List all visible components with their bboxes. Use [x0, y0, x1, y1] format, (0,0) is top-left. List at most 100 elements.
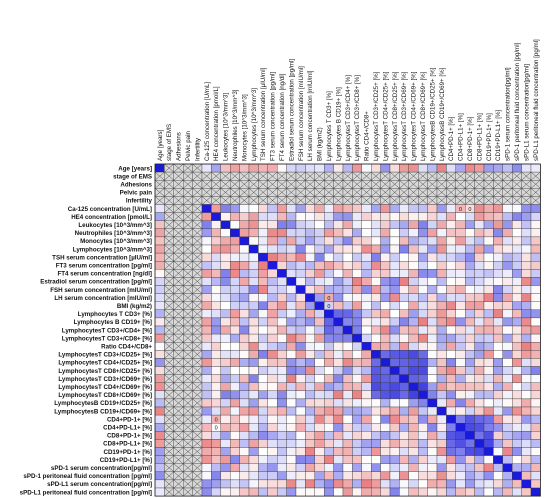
heatmap-cell: [371, 398, 381, 408]
not-computed-cross: [192, 487, 203, 497]
not-computed-cross: [192, 309, 203, 319]
heatmap-cell: [201, 390, 212, 400]
heatmap-cell: [427, 358, 438, 367]
heatmap-cell: [277, 277, 287, 286]
heatmap-cell: [427, 252, 438, 262]
heatmap-cell: [258, 479, 268, 489]
heatmap-cell: [530, 236, 541, 246]
heatmap-cell: [408, 342, 419, 351]
heatmap-cell: [418, 269, 428, 278]
heatmap-cell: [483, 277, 494, 286]
not-computed-cross: [183, 309, 193, 319]
heatmap-cell: [220, 317, 231, 327]
heatmap-cell: [474, 163, 485, 173]
heatmap-cell: [333, 293, 344, 302]
heatmap-cell: [380, 479, 391, 489]
heatmap-cell: [446, 220, 456, 229]
heatmap-cell: [512, 439, 522, 448]
not-computed-cross: [173, 414, 184, 424]
heatmap-cell: [530, 163, 541, 173]
not-computed-cross: [164, 309, 174, 319]
row-label-cd4-pd-1: CD4+PD-1+ [%]: [107, 416, 152, 423]
heatmap-cell: [530, 374, 541, 383]
heatmap-cell: [352, 236, 362, 246]
heatmap-cell: [493, 325, 503, 335]
heatmap-cell: [408, 163, 419, 173]
not-computed-cross: [380, 196, 391, 205]
cell-value-label: 0: [327, 304, 330, 310]
heatmap-cell: [380, 350, 391, 359]
heatmap-cell: [342, 204, 353, 213]
not-computed-cross: [483, 171, 494, 181]
not-computed-cross: [192, 163, 203, 173]
heatmap-cell: [342, 325, 353, 335]
column-label-spd-1-peritoneal-fluid-concentration-pg-ml: sPD-1 peritoneal fluid concentration [pg…: [514, 42, 521, 161]
not-computed-cross: [258, 196, 268, 205]
heatmap-cell: [474, 423, 485, 432]
not-computed-cross: [164, 204, 174, 213]
heatmap-cell: [493, 220, 503, 229]
heatmap-cell: [239, 285, 250, 294]
heatmap-cell: [277, 333, 287, 343]
heatmap-cell: [324, 366, 334, 375]
heatmap-cell: [483, 261, 494, 270]
not-computed-cross: [211, 180, 221, 189]
heatmap-cell: [277, 423, 287, 432]
heatmap-cell: [502, 358, 513, 367]
heatmap-cell: [408, 244, 419, 254]
heatmap-cell: [211, 244, 221, 254]
heatmap-cell: [521, 479, 532, 489]
column-label-cd19-pd-l1: CD19+PD-L1+ [%]: [495, 109, 502, 161]
heatmap-cell: [389, 325, 400, 335]
not-computed-cross: [286, 188, 297, 197]
heatmap-cell: [286, 487, 297, 497]
heatmap-cell: [333, 366, 344, 375]
heatmap-cell: [211, 228, 221, 238]
column-label-bmi-kg-m2: BMI (kg/m2): [317, 127, 324, 161]
not-computed-cross: [248, 188, 259, 197]
not-computed-cross: [399, 188, 409, 197]
heatmap-border: [154, 163, 541, 497]
heatmap-cell: [211, 358, 221, 367]
not-computed-cross: [361, 188, 372, 197]
not-computed-cross: [183, 447, 193, 456]
not-computed-cross: [502, 188, 513, 197]
heatmap-cell: [342, 366, 353, 375]
row-label-cd19-pd-1: CD19+PD-1+ [%]: [104, 449, 153, 456]
heatmap-cell: [286, 220, 297, 229]
not-computed-cross: [192, 374, 203, 383]
heatmap-cell: [521, 431, 532, 440]
not-computed-cross: [389, 180, 400, 189]
heatmap-cell: [408, 390, 419, 400]
not-computed-cross: [220, 180, 231, 189]
heatmap-cell: [493, 374, 503, 383]
not-computed-cross: [173, 277, 184, 286]
heatmap-cell: [380, 333, 391, 343]
heatmap-cell: [474, 350, 485, 359]
heatmap-cell: [418, 301, 428, 310]
heatmap-cell: [483, 204, 494, 213]
heatmap-cell: [371, 447, 381, 456]
not-computed-cross: [164, 342, 174, 351]
not-computed-cross: [455, 180, 466, 189]
not-computed-cross: [183, 188, 193, 197]
not-computed-cross: [183, 228, 193, 238]
heatmap-cell: [380, 325, 391, 335]
heatmap-cell: [502, 261, 513, 270]
heatmap-cell: [389, 293, 400, 302]
heatmap-cell: [286, 455, 297, 464]
heatmap-cell: [427, 463, 438, 472]
heatmap-cell: [436, 463, 447, 472]
heatmap-cell: [455, 390, 466, 400]
heatmap-cell: [352, 358, 362, 367]
heatmap-cell: [286, 301, 297, 310]
heatmap-cell: [427, 423, 438, 432]
heatmap-cell: [474, 236, 485, 246]
heatmap-cell: [455, 220, 466, 229]
heatmap-cell: [371, 366, 381, 375]
not-computed-cross: [314, 180, 325, 189]
heatmap-cell: [418, 382, 428, 391]
not-computed-cross: [342, 188, 353, 197]
heatmap-cell: [305, 439, 315, 448]
not-computed-cross: [483, 188, 494, 197]
